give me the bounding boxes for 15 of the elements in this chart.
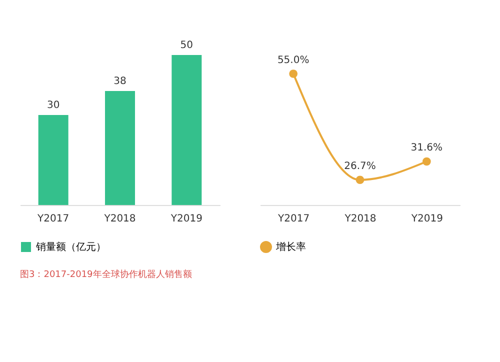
data-label: 30 xyxy=(46,100,60,111)
legend-label: 增长率 xyxy=(275,241,306,253)
data-label: 55.0% xyxy=(277,54,310,66)
x-tick-label: Y2018 xyxy=(344,214,376,224)
legend-label: 销量额（亿元） xyxy=(35,241,106,253)
x-tick-label: Y2018 xyxy=(103,214,136,224)
data-label: 38 xyxy=(114,76,126,87)
data-label: 31.6% xyxy=(410,142,443,154)
x-tick-label: Y2017 xyxy=(277,214,310,224)
x-tick-label: Y2019 xyxy=(170,214,202,224)
x-tick-label: Y2019 xyxy=(410,214,443,224)
caption: 图3：2017-2019年全球协作机器人销售额 xyxy=(20,269,192,280)
x-tick-label: Y2017 xyxy=(36,214,70,224)
data-label: 26.7% xyxy=(344,160,376,172)
data-label: 50 xyxy=(180,40,194,51)
